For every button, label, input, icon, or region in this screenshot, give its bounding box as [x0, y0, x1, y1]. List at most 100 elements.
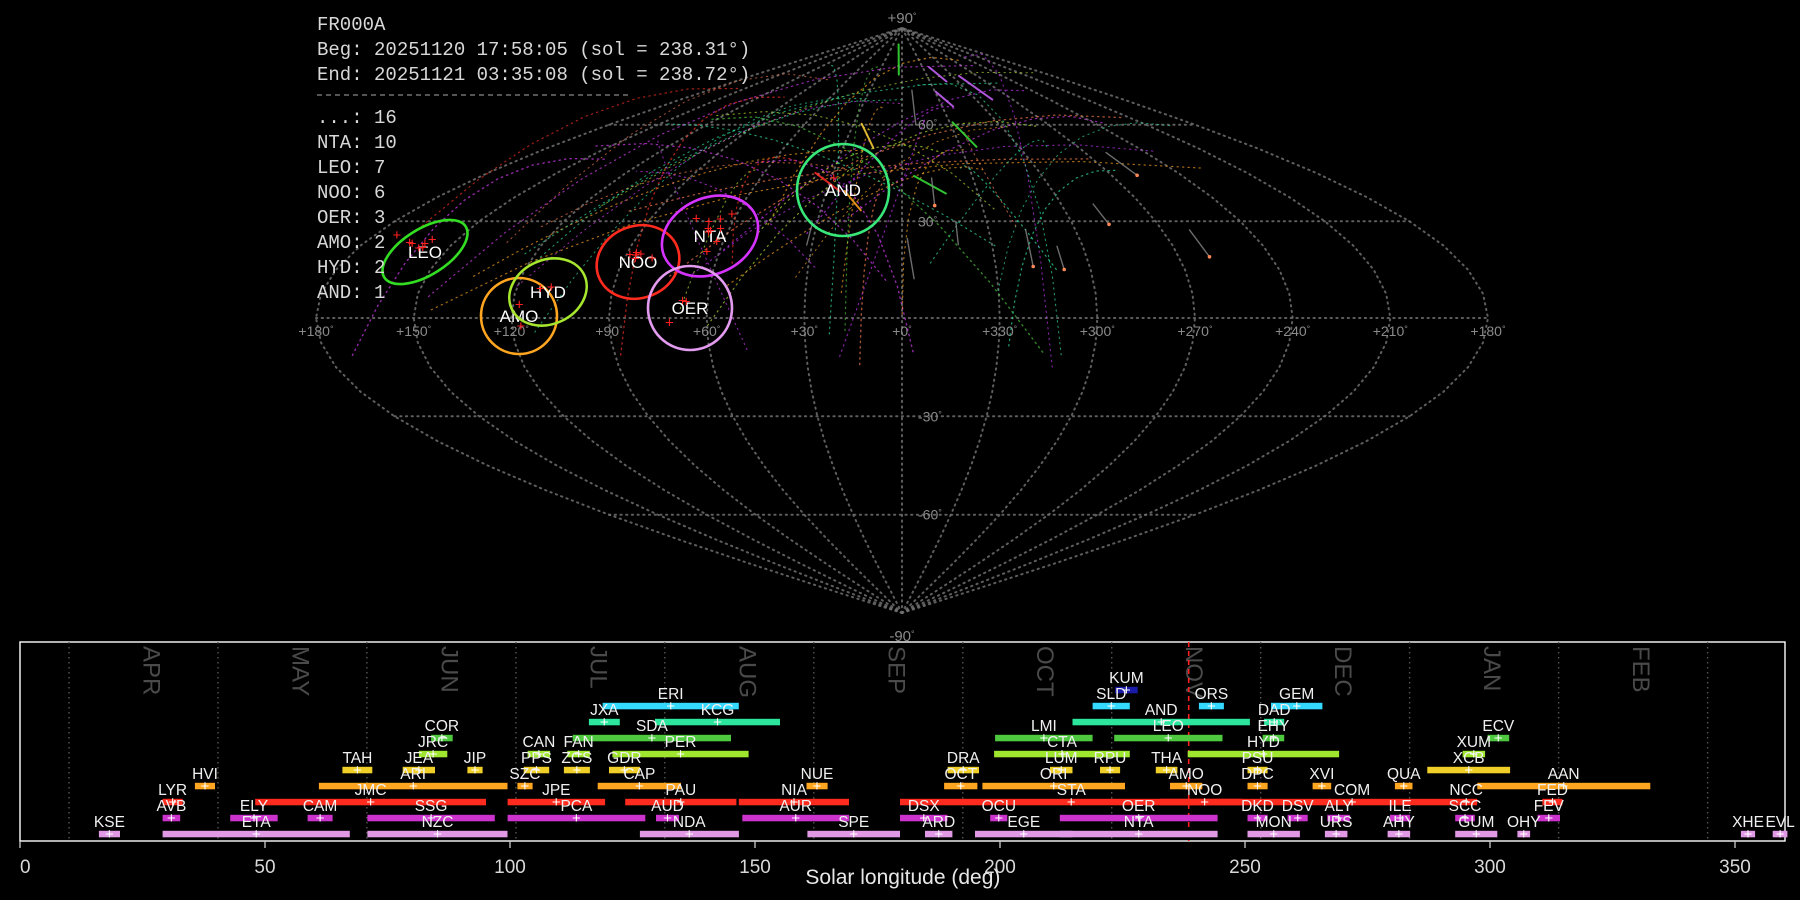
svg-text:CAM: CAM [303, 798, 337, 815]
svg-text:LMI: LMI [1031, 718, 1057, 735]
svg-text:SSG: SSG [415, 798, 448, 815]
svg-text:GUM: GUM [1458, 814, 1494, 831]
svg-text:JEA: JEA [405, 750, 434, 767]
svg-text:Solar longitude (deg): Solar longitude (deg) [805, 866, 1000, 889]
svg-text:+60°: +60° [693, 323, 721, 339]
svg-text:NUE: NUE [801, 766, 834, 783]
svg-text:250: 250 [1229, 857, 1261, 878]
svg-text:OHY: OHY [1507, 814, 1541, 831]
svg-text:AMO: 2: AMO: 2 [317, 232, 385, 254]
svg-text:MON: MON [1256, 814, 1292, 831]
svg-text:AUG: AUG [733, 646, 760, 698]
svg-text:ORS: ORS [1195, 686, 1229, 703]
svg-text:NCC: NCC [1449, 782, 1483, 799]
svg-text:JXA: JXA [590, 702, 619, 719]
svg-text:NOO: NOO [1187, 782, 1222, 799]
svg-text:ALY: ALY [1325, 798, 1353, 815]
svg-text:HYD: 2: HYD: 2 [317, 257, 385, 279]
svg-text:STA: STA [1057, 782, 1087, 799]
svg-text:AND: AND [1145, 702, 1178, 719]
svg-text:+240°: +240° [1275, 323, 1311, 339]
svg-text:SPE: SPE [838, 814, 869, 831]
svg-text:GDR: GDR [607, 750, 641, 767]
svg-text:PPS: PPS [521, 750, 552, 767]
svg-text:+: + [692, 210, 701, 227]
svg-text:CAN: CAN [523, 734, 556, 751]
svg-text:KUM: KUM [1109, 670, 1143, 687]
svg-text:DRA: DRA [947, 750, 980, 767]
svg-text:SCC: SCC [1449, 798, 1482, 815]
svg-text:300: 300 [1474, 857, 1506, 878]
svg-text:+300°: +300° [1080, 323, 1116, 339]
svg-text:JPE: JPE [542, 782, 570, 799]
svg-text:OCU: OCU [982, 798, 1016, 815]
svg-text:150: 150 [739, 857, 771, 878]
svg-text:+: + [705, 214, 714, 231]
svg-text:COR: COR [425, 718, 459, 735]
svg-text:TAH: TAH [342, 750, 372, 767]
svg-text:+: + [515, 296, 524, 313]
svg-text:XHE: XHE [1732, 814, 1764, 831]
svg-text:EGE: EGE [1007, 814, 1040, 831]
svg-text:URS: URS [1320, 814, 1353, 831]
svg-text:EHY: EHY [1257, 718, 1289, 735]
svg-text:...: 16: ...: 16 [317, 107, 397, 129]
svg-text:+: + [626, 247, 635, 264]
svg-text:JMC: JMC [355, 782, 387, 799]
svg-text:APR: APR [138, 646, 165, 695]
svg-text:LEO: LEO [1153, 718, 1184, 735]
svg-text:OCT: OCT [1031, 646, 1058, 697]
svg-text:+: + [703, 244, 712, 261]
svg-text:ECV: ECV [1482, 718, 1515, 735]
svg-text:ELY: ELY [240, 798, 268, 815]
svg-text:JUN: JUN [435, 646, 462, 693]
svg-text:+180°: +180° [1470, 323, 1506, 339]
svg-text:SEP: SEP [882, 646, 909, 694]
svg-text:100: 100 [494, 857, 526, 878]
svg-text:JRC: JRC [418, 734, 448, 751]
svg-text:ORI: ORI [1040, 766, 1068, 783]
svg-text:SLD: SLD [1096, 686, 1126, 703]
svg-text:+: + [716, 221, 725, 238]
svg-text:+: + [393, 227, 402, 244]
svg-text:ARI: ARI [400, 766, 426, 783]
svg-text:CTA: CTA [1047, 734, 1078, 751]
svg-text:DSX: DSX [908, 798, 941, 815]
svg-text:+: + [829, 170, 838, 187]
svg-text:50: 50 [254, 857, 275, 878]
svg-text:+330°: +330° [982, 323, 1018, 339]
svg-text:EVL: EVL [1765, 814, 1795, 831]
svg-text:+: + [637, 246, 646, 263]
svg-text:SZC: SZC [509, 766, 540, 783]
svg-text:JAN: JAN [1478, 646, 1505, 691]
svg-text:+90°: +90° [595, 323, 623, 339]
svg-text:+: + [547, 279, 556, 296]
svg-text:NTA: NTA [1124, 814, 1155, 831]
svg-text:+90°: +90° [887, 10, 916, 27]
svg-text:NZC: NZC [422, 814, 454, 831]
svg-text:+180°: +180° [298, 323, 334, 339]
svg-text:+: + [414, 240, 423, 257]
svg-text:AVB: AVB [156, 798, 186, 815]
svg-text:+: + [428, 231, 437, 248]
svg-text:+30°: +30° [791, 323, 819, 339]
svg-text:ERI: ERI [658, 686, 684, 703]
svg-text:HYD: HYD [1247, 734, 1280, 751]
svg-text:ZCS: ZCS [561, 750, 592, 767]
svg-text:ETA: ETA [242, 814, 272, 831]
svg-text:JIP: JIP [464, 750, 486, 767]
svg-text:Beg: 20251120 17:58:05 (sol =: Beg: 20251120 17:58:05 (sol = 238.31°) [317, 39, 750, 61]
svg-text:COM: COM [1334, 782, 1370, 799]
svg-text:OCT: OCT [944, 766, 977, 783]
svg-text:THA: THA [1151, 750, 1183, 767]
svg-text:+: + [728, 206, 737, 223]
svg-text:+270°: +270° [1177, 323, 1213, 339]
svg-text:AUR: AUR [779, 798, 812, 815]
svg-text:+: + [665, 315, 674, 332]
svg-text:0: 0 [20, 857, 31, 878]
svg-text:+150°: +150° [396, 323, 432, 339]
svg-text:AUD: AUD [651, 798, 684, 815]
svg-text:+210°: +210° [1373, 323, 1409, 339]
svg-text:NDA: NDA [673, 814, 706, 831]
svg-text:OER: 3: OER: 3 [317, 207, 385, 229]
